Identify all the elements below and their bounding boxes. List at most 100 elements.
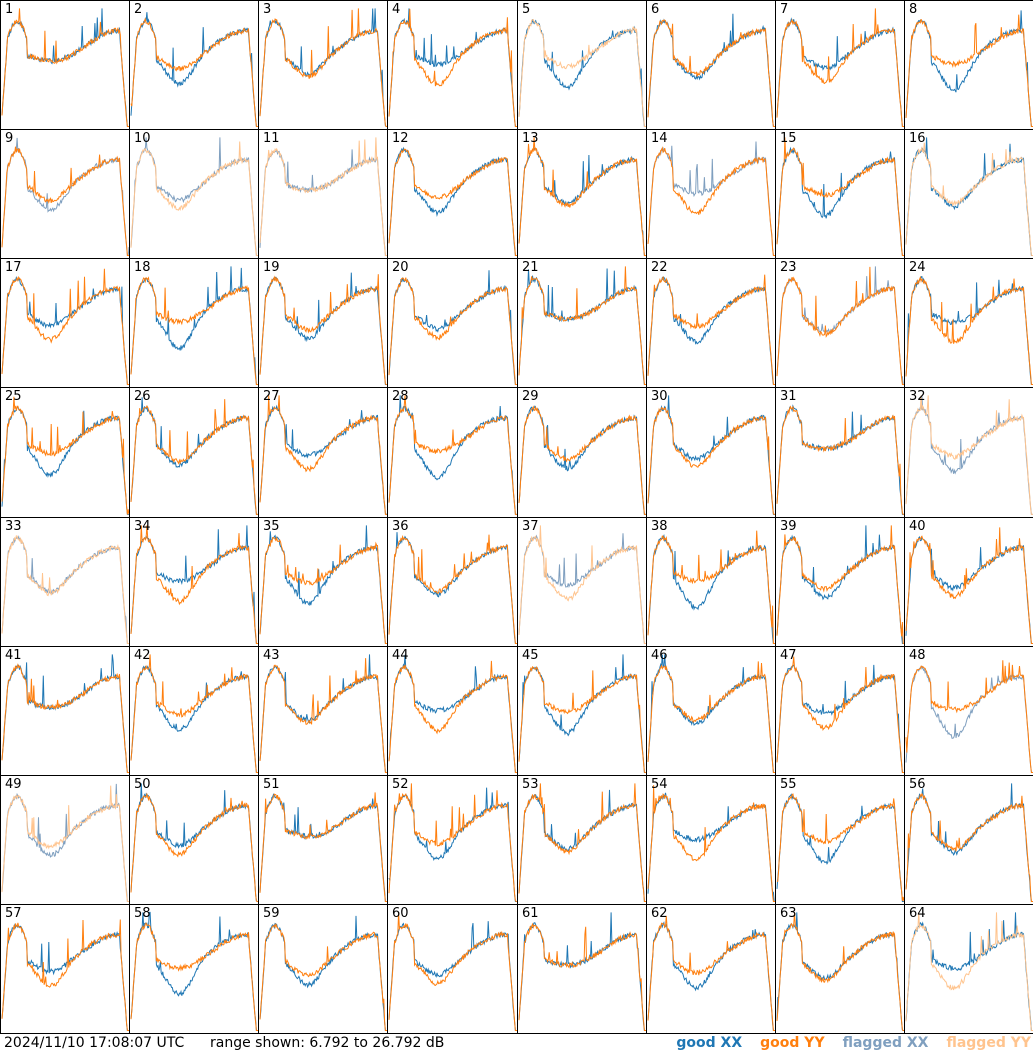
panel-plot (259, 137, 387, 256)
series-yy-good (905, 660, 1033, 773)
series-yy-good (905, 275, 1033, 385)
antenna-panel: 24 (904, 258, 1033, 388)
panel-label: 47 (780, 648, 797, 663)
antenna-panel: 52 (387, 775, 518, 905)
panel-plot (130, 654, 258, 773)
panel-plot (518, 783, 646, 902)
antenna-panel: 15 (775, 129, 905, 259)
panel-plot (518, 912, 646, 1031)
panel-label: 58 (134, 906, 151, 921)
antenna-panel: 7 (775, 0, 905, 130)
panel-plot (388, 146, 517, 256)
series-xx-good (647, 533, 775, 644)
panel-plot (647, 530, 775, 644)
panel-label: 48 (909, 648, 926, 663)
series-xx-flagged (259, 149, 387, 256)
legend: good XX good YY flagged XX flagged YY (676, 1035, 1031, 1051)
antenna-panel: 26 (129, 387, 259, 518)
antenna-panel: 6 (646, 0, 776, 130)
panel-label: 11 (263, 131, 280, 146)
panel-plot (905, 912, 1033, 1031)
legend-item: flagged YY (946, 1035, 1031, 1051)
antenna-panel: 23 (775, 258, 905, 388)
series-xx-good (259, 793, 387, 902)
antenna-panel: 9 (0, 129, 130, 259)
series-yy-good (1, 146, 129, 256)
panel-label: 40 (909, 519, 926, 534)
series-yy-good (259, 792, 387, 902)
panel-label: 9 (5, 131, 14, 146)
panel-plot (1, 8, 129, 127)
panel-plot (259, 8, 387, 127)
series-xx-good (388, 921, 517, 1031)
series-yy-good (647, 915, 775, 1031)
panel-label: 64 (909, 906, 926, 921)
panel-label: 59 (263, 906, 280, 921)
antenna-panel: 61 (517, 904, 647, 1034)
panel-label: 50 (134, 777, 151, 792)
series-xx-good (518, 268, 646, 385)
panel-plot (130, 911, 258, 1031)
panel-label: 61 (522, 906, 539, 921)
panel-label: 42 (134, 648, 151, 663)
antenna-panel: 55 (775, 775, 905, 905)
series-yy-flagged (518, 525, 646, 644)
series-yy-good (130, 276, 258, 385)
series-yy-flagged (1, 785, 129, 902)
antenna-panel: 36 (387, 517, 518, 647)
series-yy-flagged (905, 142, 1033, 256)
panel-label: 39 (780, 519, 797, 534)
panel-label: 16 (909, 131, 926, 146)
panel-plot (776, 525, 904, 644)
panel-label: 37 (522, 519, 539, 534)
panel-label: 7 (780, 2, 789, 17)
antenna-panel: 29 (517, 387, 647, 518)
timestamp: 2024/11/10 17:08:07 UTC (4, 1035, 185, 1051)
series-yy-good (776, 137, 904, 256)
series-yy-good (647, 274, 775, 385)
panel-plot (388, 270, 517, 385)
series-yy-good (388, 395, 517, 515)
series-yy-flagged (1, 535, 129, 644)
panel-label: 32 (909, 389, 926, 404)
panel-label: 27 (263, 389, 280, 404)
panel-label: 4 (392, 2, 401, 17)
series-yy-good (388, 912, 517, 1031)
antenna-panel: 25 (0, 387, 130, 518)
legend-item: flagged XX (842, 1035, 929, 1051)
series-xx-good (130, 665, 258, 773)
panel-label: 57 (5, 906, 22, 921)
panel-label: 19 (263, 260, 280, 275)
antenna-panel: 11 (258, 129, 388, 259)
panel-plot (1, 654, 129, 773)
panel-label: 5 (522, 2, 531, 17)
antenna-panel: 20 (387, 258, 518, 388)
panel-plot (518, 525, 646, 644)
antenna-panel: 38 (646, 517, 776, 647)
series-xx-good (388, 270, 517, 385)
antenna-panel: 33 (0, 517, 130, 647)
panel-label: 1 (5, 2, 14, 17)
series-yy-good (776, 656, 904, 773)
series-yy-good (776, 525, 904, 644)
panel-plot (905, 527, 1033, 644)
series-yy-good (1, 8, 129, 127)
series-xx-good (388, 146, 517, 256)
legend-item: good XX (676, 1035, 743, 1051)
panel-plot (1, 535, 129, 644)
series-xx-good (776, 17, 904, 127)
antenna-panel: 31 (775, 387, 905, 518)
series-yy-good (647, 661, 775, 773)
panel-label: 26 (134, 389, 151, 404)
antenna-panel: 32 (904, 387, 1033, 518)
panel-label: 56 (909, 777, 926, 792)
panel-plot (776, 656, 904, 773)
series-yy-good (388, 8, 517, 127)
series-xx-good (1, 923, 129, 1031)
series-xx-good (905, 783, 1033, 902)
panel-plot (130, 266, 258, 385)
series-yy-good (905, 792, 1033, 902)
panel-plot (130, 397, 258, 515)
series-xx-flagged (1, 137, 129, 256)
panel-plot (905, 395, 1033, 515)
